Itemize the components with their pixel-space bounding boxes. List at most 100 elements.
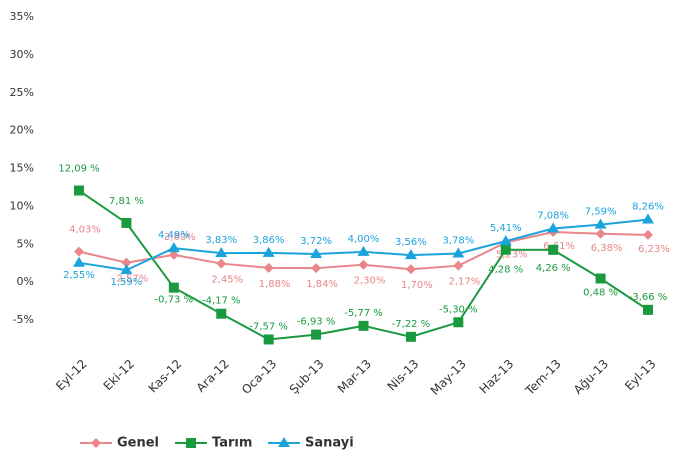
x-tick-label: Eyl-12	[53, 357, 90, 394]
x-tick-label: Haz-13	[477, 357, 517, 397]
data-label: 4,26 %	[536, 263, 571, 274]
data-point	[358, 320, 369, 331]
data-label: 3,83%	[205, 235, 237, 246]
legend-label: Tarım	[212, 436, 252, 451]
y-tick-label: 10%	[10, 199, 34, 212]
data-point	[215, 247, 228, 258]
data-label: 4,49%	[158, 230, 190, 241]
data-label: 3,86%	[253, 235, 285, 246]
data-point	[452, 247, 465, 258]
x-tick-label: Ara-12	[194, 357, 232, 395]
data-label: 8,26%	[632, 202, 664, 213]
data-point	[500, 244, 511, 255]
data-label: -7,22 %	[392, 319, 431, 330]
data-point	[404, 249, 417, 260]
data-point	[73, 256, 85, 267]
data-point	[263, 334, 274, 345]
data-point	[643, 229, 653, 240]
y-tick-label: 30%	[10, 48, 34, 61]
legend-marker	[186, 438, 196, 448]
data-label: 6,61%	[543, 241, 575, 252]
data-label: 1,70%	[401, 280, 433, 291]
data-label: -3,66 %	[629, 292, 668, 303]
data-label: 1,59%	[111, 277, 143, 288]
data-point	[310, 247, 323, 258]
data-label: 4,28 %	[488, 265, 523, 276]
data-point	[595, 228, 606, 239]
data-label: -6,93 %	[297, 317, 336, 328]
x-tick-label: Eyl-13	[622, 357, 659, 394]
data-point	[74, 185, 84, 196]
data-point	[547, 222, 560, 233]
data-label: 1,84%	[306, 279, 338, 290]
y-tick-label: 5%	[17, 237, 34, 250]
data-point	[405, 331, 416, 342]
x-tick-label: May-13	[428, 357, 469, 398]
data-point	[642, 213, 654, 224]
y-tick-label: 20%	[10, 124, 34, 137]
data-point	[168, 282, 179, 293]
legend-label: Sanayi	[305, 436, 354, 451]
legend-marker	[91, 438, 101, 448]
data-label: -7,57 %	[249, 321, 288, 332]
y-tick-label: -5%	[13, 313, 34, 326]
data-label: 4,03%	[69, 225, 101, 236]
x-tick-label: Oca-13	[239, 357, 279, 397]
data-label: 7,59%	[585, 207, 617, 218]
data-point	[121, 217, 132, 228]
data-point	[548, 244, 559, 255]
data-label: 6,38%	[591, 243, 623, 254]
data-label: 2,17%	[448, 277, 480, 288]
data-label: 4,00%	[348, 234, 380, 245]
data-point	[405, 264, 416, 275]
data-point	[499, 235, 512, 246]
x-tick-label: Mar-13	[335, 357, 374, 396]
data-label: 2,57%	[117, 274, 149, 285]
data-point	[453, 260, 464, 271]
data-point	[358, 259, 369, 270]
x-tick-label: Tem-13	[522, 357, 564, 399]
data-label: -4,17 %	[202, 296, 241, 307]
y-tick-label: 25%	[10, 86, 34, 99]
x-tick-label: Eki-12	[101, 357, 137, 393]
data-label: 7,08%	[537, 210, 569, 221]
data-point	[262, 246, 275, 257]
data-point	[216, 258, 227, 269]
data-label: 1,88%	[259, 279, 291, 290]
data-point	[595, 273, 606, 284]
y-tick-label: 0%	[17, 275, 34, 288]
y-tick-label: 35%	[10, 10, 34, 23]
data-label: 2,55%	[63, 270, 95, 281]
data-label: 7,81 %	[109, 196, 144, 207]
data-label: 6,23%	[638, 244, 670, 255]
data-point	[168, 249, 179, 260]
data-point	[263, 262, 274, 273]
data-point	[643, 304, 653, 315]
data-label: 12,09 %	[58, 164, 99, 175]
data-label: 3,60%	[164, 232, 196, 243]
legend-marker	[278, 437, 290, 447]
y-tick-label: 15%	[10, 162, 34, 175]
data-label: -5,77 %	[344, 308, 383, 319]
data-point	[453, 317, 464, 328]
data-label: -0,73 %	[155, 295, 194, 306]
data-point	[74, 246, 84, 257]
data-label: 3,72%	[300, 236, 332, 247]
data-point	[357, 245, 370, 256]
data-label: 3,78%	[442, 235, 474, 246]
data-point	[594, 218, 607, 229]
data-point	[311, 329, 322, 340]
data-label: 2,30%	[354, 276, 386, 287]
data-point	[120, 264, 133, 275]
data-label: 0,48 %	[583, 287, 618, 298]
data-label: -5,30 %	[439, 304, 478, 315]
data-point	[121, 257, 132, 268]
data-label: 5,23%	[496, 250, 528, 261]
data-label: 5,41%	[490, 223, 522, 234]
x-tick-label: Şub-13	[287, 357, 327, 397]
x-tick-label: Nis-13	[385, 357, 422, 394]
data-point	[311, 263, 322, 274]
data-label: 2,45%	[211, 275, 243, 286]
data-label: 3,56%	[395, 237, 427, 248]
